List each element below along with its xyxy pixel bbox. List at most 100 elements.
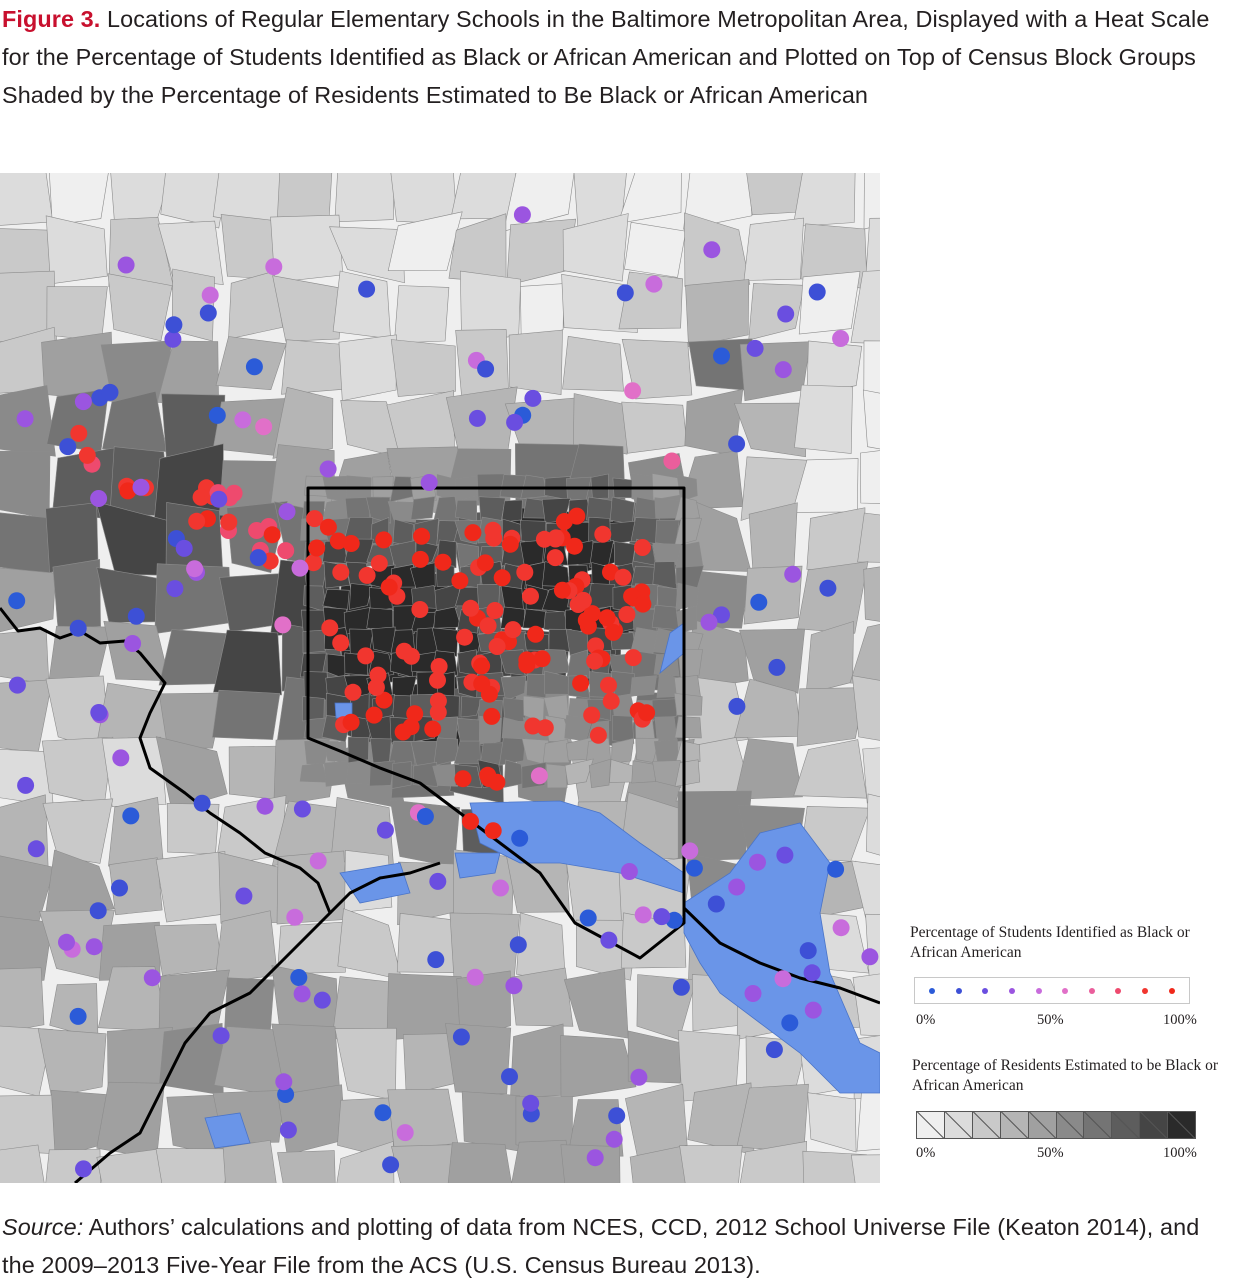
block-group — [432, 763, 459, 787]
block-group — [857, 512, 880, 563]
block-group — [863, 340, 880, 399]
school-marker — [527, 625, 545, 643]
school-marker — [484, 521, 502, 539]
lake-water-south — [204, 1112, 251, 1149]
residents-scale-step-1 — [944, 1112, 973, 1138]
school-marker — [533, 650, 551, 668]
school-marker — [89, 902, 107, 920]
block-group — [272, 386, 334, 459]
school-marker — [342, 535, 360, 552]
school-marker — [586, 1149, 604, 1167]
residents-scale-step-7 — [1112, 1112, 1141, 1138]
residents-scale-step-5 — [1056, 1112, 1085, 1138]
block-group — [863, 173, 880, 230]
block-group — [155, 1148, 232, 1183]
block-group — [805, 620, 854, 695]
school-marker — [577, 611, 595, 629]
school-markers — [8, 206, 879, 1178]
block-group — [675, 740, 701, 763]
block-group — [793, 739, 868, 799]
block-group — [410, 496, 436, 520]
block-group — [0, 967, 45, 1034]
school-marker — [477, 360, 495, 378]
figure-label: Figure 3. — [2, 6, 101, 32]
school-marker — [768, 658, 786, 676]
students-scale-swatch-8 — [1142, 987, 1149, 994]
block-group — [621, 401, 688, 454]
school-marker — [579, 909, 597, 927]
school-marker — [452, 1028, 470, 1046]
school-marker — [358, 566, 376, 584]
school-marker — [728, 435, 746, 453]
block-group — [392, 605, 418, 635]
block-group — [609, 759, 635, 783]
block-group — [609, 496, 635, 525]
students-scale-swatch-4 — [1035, 987, 1042, 994]
residents-scale-step-2 — [972, 1112, 1001, 1138]
school-marker — [707, 895, 725, 913]
block-group — [511, 1139, 573, 1183]
school-marker — [468, 409, 486, 427]
block-group — [276, 921, 347, 975]
block-group — [37, 1028, 107, 1098]
block-group — [542, 739, 570, 764]
school-marker — [781, 1014, 799, 1032]
block-group — [391, 1144, 459, 1183]
block-group — [387, 211, 463, 272]
figure-title: Locations of Regular Elementary Schools … — [2, 6, 1210, 108]
block-group — [676, 474, 698, 502]
school-marker — [143, 969, 161, 987]
school-marker — [583, 706, 601, 724]
block-group — [107, 273, 173, 342]
block-group — [792, 173, 856, 227]
block-group — [674, 517, 702, 547]
school-marker — [486, 602, 504, 619]
block-group — [510, 1023, 566, 1099]
block-group — [862, 747, 880, 804]
block-group — [739, 1141, 808, 1183]
school-marker — [278, 503, 296, 521]
school-marker — [728, 697, 746, 715]
school-marker — [501, 1068, 518, 1086]
school-marker — [380, 578, 398, 596]
block-group — [160, 173, 229, 229]
block-group — [388, 740, 416, 767]
school-marker — [375, 531, 393, 549]
school-marker — [681, 842, 699, 860]
block-group — [674, 496, 701, 522]
residents-scale-step-8 — [1140, 1112, 1169, 1138]
school-marker — [357, 647, 375, 665]
school-marker — [16, 410, 34, 428]
school-marker — [309, 852, 327, 870]
school-marker — [132, 478, 150, 496]
block-group — [624, 221, 687, 278]
school-marker — [112, 749, 130, 767]
school-marker — [861, 948, 879, 966]
school-marker — [382, 1156, 400, 1174]
school-marker — [255, 418, 273, 436]
students-color-scale — [914, 977, 1190, 1004]
school-marker — [319, 518, 337, 536]
block-group — [0, 1094, 58, 1155]
block-group — [434, 582, 461, 612]
school-marker — [605, 1130, 623, 1148]
block-group — [338, 334, 397, 402]
school-marker — [663, 452, 681, 470]
school-marker — [586, 652, 604, 670]
block-group — [387, 1088, 459, 1150]
school-marker — [524, 717, 542, 735]
block-group — [748, 283, 805, 341]
school-marker — [277, 542, 295, 560]
school-marker — [620, 863, 638, 880]
block-group — [108, 857, 163, 916]
block-group — [611, 737, 635, 764]
school-marker — [319, 460, 337, 478]
school-marker — [124, 635, 142, 652]
school-marker — [505, 977, 523, 995]
block-group — [0, 916, 53, 984]
school-marker — [58, 933, 75, 951]
block-group — [862, 389, 880, 450]
block-group — [562, 213, 629, 282]
block-group — [852, 675, 880, 741]
school-marker — [634, 595, 652, 613]
